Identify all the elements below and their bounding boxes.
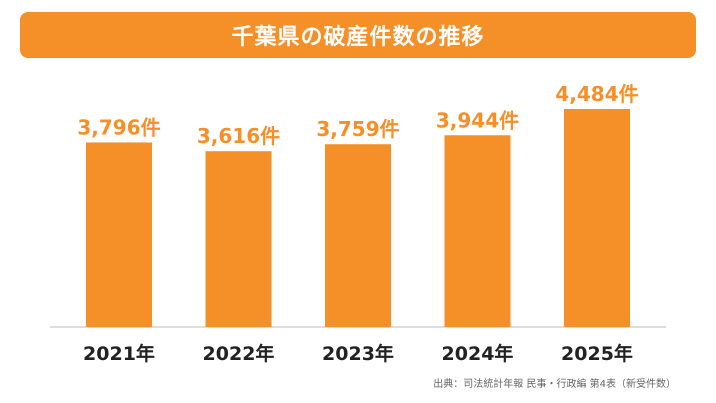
- bars-group: [86, 109, 630, 327]
- bar-2021年: [86, 142, 152, 327]
- chart-title: 千葉県の破産件数の推移: [231, 25, 485, 50]
- category-labels-group: 2021年 2022年 2023年 2024年 2025年: [83, 342, 633, 365]
- category-label: 2023年: [322, 342, 394, 365]
- category-label: 2022年: [203, 342, 275, 365]
- value-label: 4,484件: [555, 82, 638, 106]
- value-label: 3,796件: [77, 115, 160, 139]
- value-label: 3,944件: [436, 108, 519, 132]
- source-note: 出典：司法統計年報 民事・行政編 第4表（新受件数）: [433, 379, 676, 390]
- category-label: 2021年: [83, 342, 155, 365]
- value-label: 3,616件: [197, 124, 280, 148]
- value-label: 3,759件: [316, 117, 399, 141]
- bar-2022年: [205, 151, 272, 327]
- value-labels-group: 3,796件 3,616件 3,759件 3,944件 4,484件: [77, 82, 638, 148]
- chart-title-banner: 千葉県の破産件数の推移: [20, 12, 696, 58]
- category-label: 2024年: [442, 342, 514, 365]
- category-label: 2025年: [561, 342, 633, 365]
- bar-2024年: [444, 135, 511, 327]
- bar-2025年: [564, 109, 630, 327]
- bar-2023年: [325, 144, 391, 327]
